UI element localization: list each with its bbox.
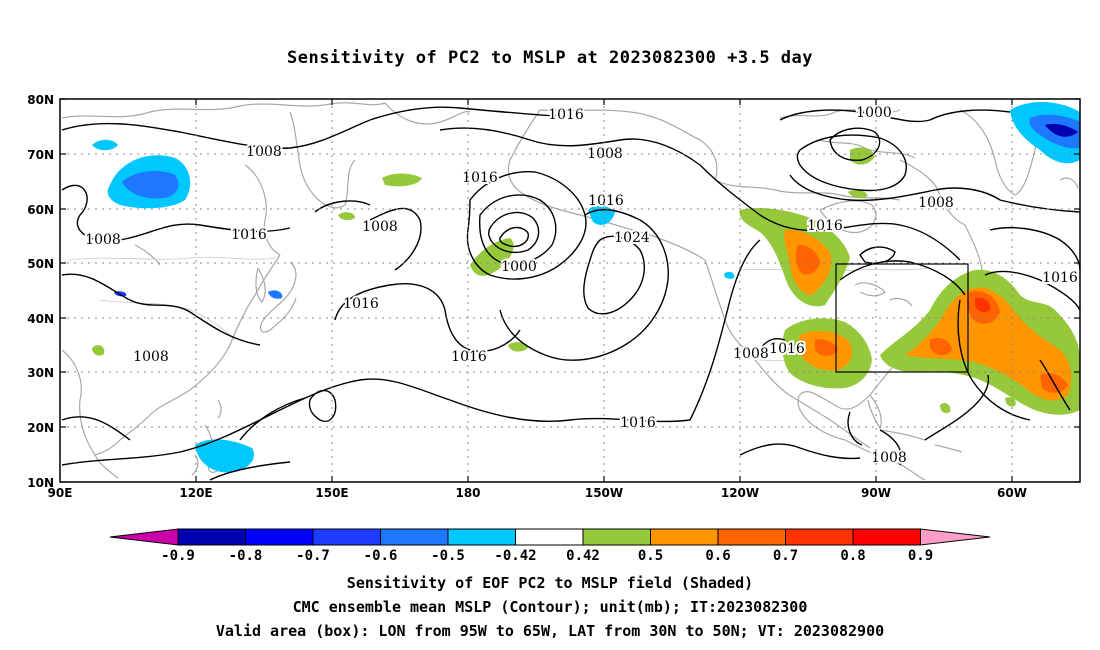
contour-label: 1008: [246, 144, 282, 160]
lat-label: 40N: [27, 312, 54, 326]
colorbar-label: 0.42: [566, 548, 600, 564]
colorbar-label: -0.5: [431, 548, 465, 564]
colorbar-label: -0.9: [161, 548, 195, 564]
lon-label: 150E: [315, 486, 348, 500]
colorbar-label: 0.8: [840, 548, 865, 564]
contour-label: 1008: [918, 195, 954, 211]
contour-labels: 1016 1008 1000 1008 1016 1008 1016 1024 …: [83, 103, 956, 468]
colorbar-label: 0.5: [638, 548, 663, 564]
caption-contour: CMC ensemble mean MSLP (Contour); unit(m…: [292, 598, 808, 616]
contour-label: 1016: [231, 227, 267, 243]
contour-label: 1016: [769, 341, 805, 357]
map-frame: [59, 98, 1081, 483]
chart-title: Sensitivity of PC2 to MSLP at 2023082300…: [286, 48, 813, 68]
colorbar-right-arrow: [920, 528, 991, 546]
lat-label: 10N: [27, 476, 54, 490]
contour-label: 1008: [587, 146, 623, 162]
longitude-labels: 90E 120E 150E 180 150W 120W 90W 60W: [48, 486, 1027, 500]
colorbar-cell: [650, 528, 719, 546]
contour-label: 1016: [462, 170, 498, 186]
colorbar-cell: [717, 528, 786, 546]
contour-label: 1016: [343, 296, 379, 312]
contour-label: 1016: [807, 218, 843, 234]
lon-label: 120W: [721, 486, 759, 500]
contour-label: 1008: [733, 346, 769, 362]
contour-label: 1016: [548, 107, 584, 123]
contour-label: 1008: [871, 450, 907, 466]
colorbar-left-arrow: [109, 528, 179, 546]
mslp-contours: [61, 106, 1081, 481]
contour-label: 1016: [1042, 270, 1078, 286]
latitude-labels: 80N 70N 60N 50N 40N 30N 20N 10N: [27, 93, 54, 490]
contour-label: 1000: [856, 105, 892, 121]
valid-area-box: [835, 263, 969, 373]
colorbar-cell: [582, 528, 651, 546]
lon-label: 120E: [179, 486, 212, 500]
colorbar-cell: [245, 528, 314, 546]
colorbar-label: -0.6: [364, 548, 398, 564]
contour-label: 1024: [614, 230, 650, 246]
lat-label: 80N: [27, 93, 54, 107]
colorbar-cell: [785, 528, 854, 546]
colorbar-cell: [515, 528, 584, 546]
colorbar-cell: [852, 528, 921, 546]
contour-label: 1008: [362, 219, 398, 235]
lon-label: 150W: [585, 486, 623, 500]
lat-label: 30N: [27, 366, 54, 380]
contour-label: 1016: [620, 415, 656, 431]
lon-label: 60W: [997, 486, 1027, 500]
contour-label: 1008: [133, 349, 169, 365]
colorbar-label: -0.8: [229, 548, 263, 564]
colorbar-cell: [312, 528, 381, 546]
colorbar-label: 0.6: [705, 548, 730, 564]
lon-label: 90W: [861, 486, 891, 500]
lon-label: 90E: [48, 486, 73, 500]
colorbar-label: -0.42: [494, 548, 536, 564]
contour-label: 1008: [85, 232, 121, 248]
lon-label: 180: [455, 486, 480, 500]
colorbar: -0.9 -0.8 -0.7 -0.6 -0.5 -0.42 0.42 0.5 …: [109, 528, 991, 564]
lat-label: 20N: [27, 421, 54, 435]
colorbar-label: -0.7: [296, 548, 330, 564]
colorbar-label: 0.9: [908, 548, 933, 564]
contour-label: 1016: [588, 193, 624, 209]
colorbar-cell: [447, 528, 516, 546]
caption-shading: Sensitivity of EOF PC2 to MSLP field (Sh…: [346, 574, 754, 592]
graticule: [60, 99, 1080, 482]
map-area: [60, 99, 1080, 482]
axis-ticks: [60, 98, 1080, 483]
caption-valid-area: Valid area (box): LON from 95W to 65W, L…: [215, 622, 885, 640]
sensitivity-shading: [92, 101, 1080, 473]
contour-label: 1016: [451, 349, 487, 365]
colorbar-cell: [380, 528, 449, 546]
colorbar-cell: [177, 528, 246, 546]
lat-label: 70N: [27, 148, 54, 162]
contour-label: 1000: [501, 259, 537, 275]
colorbar-label: 0.7: [773, 548, 798, 564]
lat-label: 60N: [27, 203, 54, 217]
lat-label: 50N: [27, 257, 54, 271]
coastlines: [61, 102, 1079, 481]
